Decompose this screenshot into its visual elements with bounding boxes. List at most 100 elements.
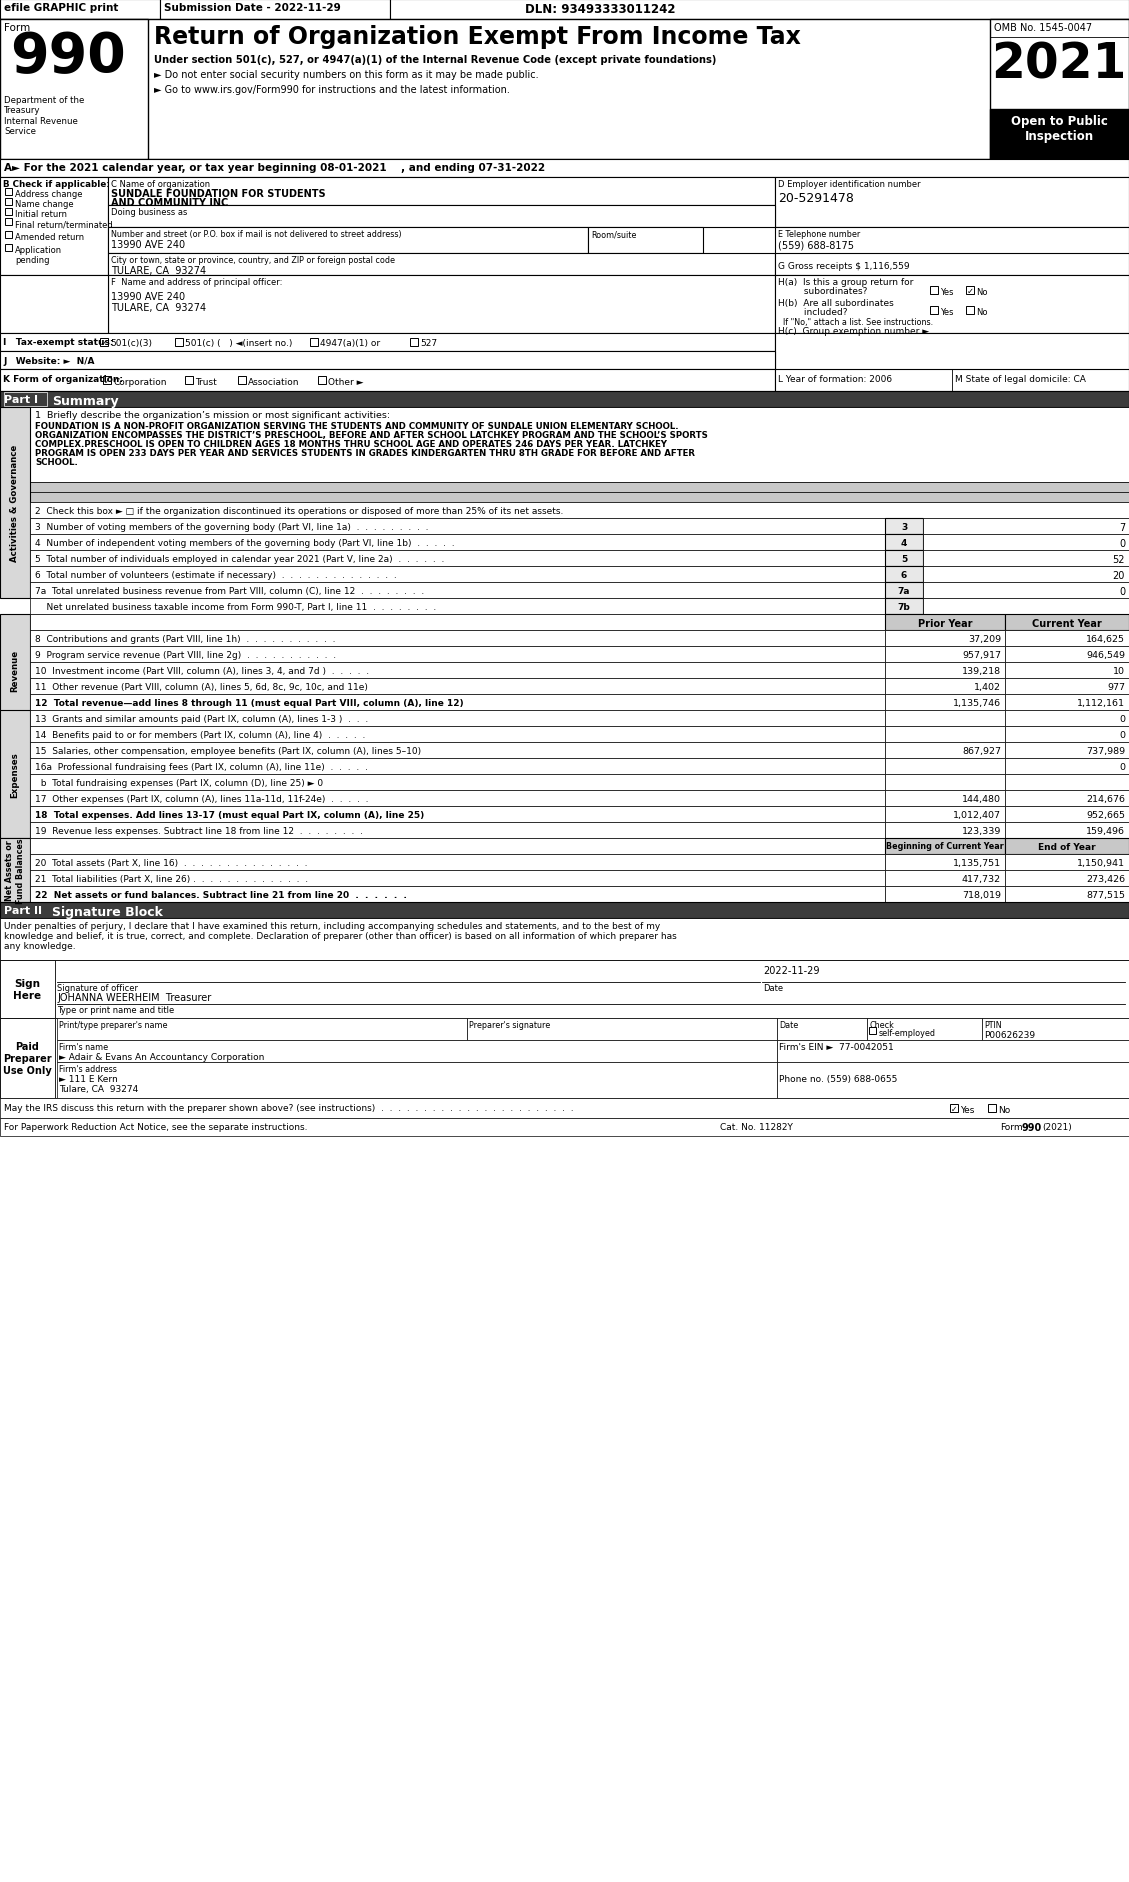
- Bar: [924, 551, 1129, 566]
- Text: 1,135,751: 1,135,751: [953, 858, 1001, 868]
- Text: City or town, state or province, country, and ZIP or foreign postal code: City or town, state or province, country…: [111, 256, 395, 265]
- Bar: [5, 209, 12, 216]
- Text: 0: 0: [1119, 587, 1124, 597]
- Text: Form: Form: [1000, 1122, 1023, 1131]
- Bar: [0, 352, 774, 369]
- Text: 1,112,161: 1,112,161: [1077, 698, 1124, 708]
- Text: 15  Salaries, other compensation, employee benefits (Part IX, column (A), lines : 15 Salaries, other compensation, employe…: [35, 747, 421, 755]
- Text: Preparer's signature: Preparer's signature: [469, 1020, 550, 1029]
- Text: AND COMMUNITY INC: AND COMMUNITY INC: [111, 198, 228, 207]
- Bar: [1005, 807, 1129, 822]
- Text: 5: 5: [901, 555, 907, 565]
- Bar: [774, 228, 1129, 277]
- Bar: [990, 109, 1129, 160]
- Text: 214,676: 214,676: [1086, 794, 1124, 804]
- Text: Paid
Preparer
Use Only: Paid Preparer Use Only: [2, 1043, 52, 1075]
- Bar: [30, 711, 885, 726]
- Bar: [5, 218, 12, 226]
- Text: (2021): (2021): [1042, 1122, 1071, 1131]
- Text: Date: Date: [779, 1020, 798, 1029]
- Text: 13990 AVE 240: 13990 AVE 240: [111, 292, 185, 301]
- Bar: [30, 647, 885, 662]
- Text: 1,012,407: 1,012,407: [953, 811, 1001, 819]
- Text: 417,732: 417,732: [962, 875, 1001, 883]
- Bar: [0, 0, 160, 21]
- Bar: [990, 21, 1129, 160]
- Text: Print/type preparer's name: Print/type preparer's name: [59, 1020, 167, 1029]
- Bar: [949, 1105, 959, 1112]
- Bar: [30, 822, 885, 839]
- Text: 37,209: 37,209: [968, 634, 1001, 644]
- Text: J   Website: ►  N/A: J Website: ► N/A: [3, 358, 95, 365]
- Text: End of Year: End of Year: [1039, 843, 1096, 851]
- Text: Net unrelated business taxable income from Form 990-T, Part I, line 11  .  .  . : Net unrelated business taxable income fr…: [35, 602, 436, 612]
- Text: E Telephone number: E Telephone number: [778, 230, 860, 239]
- Text: ✓: ✓: [966, 286, 973, 295]
- Bar: [1005, 854, 1129, 871]
- Text: 4  Number of independent voting members of the governing body (Part VI, line 1b): 4 Number of independent voting members o…: [35, 538, 455, 548]
- Text: 2021: 2021: [991, 40, 1127, 88]
- Text: 0: 0: [1119, 715, 1124, 723]
- Text: 3  Number of voting members of the governing body (Part VI, line 1a)  .  .  .  .: 3 Number of voting members of the govern…: [35, 523, 429, 533]
- Bar: [867, 1018, 982, 1041]
- Text: Doing business as: Doing business as: [111, 207, 187, 216]
- Text: 1,135,746: 1,135,746: [953, 698, 1001, 708]
- Text: 273,426: 273,426: [1086, 875, 1124, 883]
- Text: Date: Date: [763, 984, 784, 992]
- Text: 0: 0: [1119, 730, 1124, 740]
- Text: 977: 977: [1108, 683, 1124, 691]
- Text: 2022-11-29: 2022-11-29: [763, 965, 820, 975]
- Bar: [1005, 871, 1129, 886]
- Bar: [0, 711, 30, 839]
- Bar: [0, 1018, 1129, 1099]
- Text: 12  Total revenue—add lines 8 through 11 (must equal Part VIII, column (A), line: 12 Total revenue—add lines 8 through 11 …: [35, 698, 464, 708]
- Text: 19  Revenue less expenses. Subtract line 18 from line 12  .  .  .  .  .  .  .  .: 19 Revenue less expenses. Subtract line …: [35, 826, 364, 836]
- Text: 1  Briefly describe the organization’s mission or most significant activities:: 1 Briefly describe the organization’s mi…: [35, 410, 391, 420]
- Text: knowledge and belief, it is true, correct, and complete. Declaration of preparer: knowledge and belief, it is true, correc…: [5, 932, 676, 941]
- Bar: [885, 871, 1005, 886]
- Bar: [1005, 822, 1129, 839]
- Bar: [0, 369, 774, 391]
- Bar: [885, 775, 1005, 790]
- Bar: [0, 903, 1129, 918]
- Text: 7: 7: [1119, 523, 1124, 533]
- Bar: [56, 1041, 777, 1063]
- Bar: [588, 228, 703, 254]
- Text: Submission Date - 2022-11-29: Submission Date - 2022-11-29: [164, 4, 341, 13]
- Text: 17  Other expenses (Part IX, column (A), lines 11a-11d, 11f-24e)  .  .  .  .  .: 17 Other expenses (Part IX, column (A), …: [35, 794, 368, 804]
- Text: Phone no. (559) 688-0655: Phone no. (559) 688-0655: [779, 1075, 898, 1084]
- Bar: [30, 630, 885, 647]
- Bar: [108, 228, 588, 254]
- Bar: [0, 960, 1129, 1018]
- Bar: [5, 188, 12, 196]
- Text: 4947(a)(1) or: 4947(a)(1) or: [320, 339, 380, 348]
- Bar: [0, 960, 55, 1018]
- Text: ► Adair & Evans An Accountancy Corporation: ► Adair & Evans An Accountancy Corporati…: [59, 1052, 264, 1061]
- Bar: [777, 1063, 1129, 1099]
- Bar: [774, 254, 1129, 277]
- Text: 0: 0: [1119, 538, 1124, 550]
- Bar: [924, 519, 1129, 534]
- Text: K Form of organization:: K Form of organization:: [3, 375, 123, 384]
- Text: 737,989: 737,989: [1086, 747, 1124, 755]
- Text: No: No: [975, 288, 988, 297]
- Bar: [885, 598, 924, 615]
- Text: 718,019: 718,019: [962, 890, 1001, 900]
- Bar: [774, 179, 1129, 228]
- Bar: [777, 1018, 867, 1041]
- Bar: [885, 662, 1005, 679]
- Text: Application
pending: Application pending: [15, 247, 62, 265]
- Text: Association: Association: [248, 378, 299, 388]
- Text: 867,927: 867,927: [962, 747, 1001, 755]
- Text: Type or print name and title: Type or print name and title: [56, 1005, 174, 1014]
- Text: 10: 10: [1113, 666, 1124, 676]
- Text: Sign
Here: Sign Here: [12, 979, 41, 999]
- Bar: [30, 886, 885, 903]
- Text: 123,339: 123,339: [962, 826, 1001, 836]
- Text: Activities & Governance: Activities & Governance: [10, 444, 19, 563]
- Text: Name change: Name change: [15, 199, 73, 209]
- Text: SUNDALE FOUNDATION FOR STUDENTS: SUNDALE FOUNDATION FOR STUDENTS: [111, 188, 325, 199]
- Text: H(b)  Are all subordinates: H(b) Are all subordinates: [778, 299, 894, 309]
- Bar: [924, 598, 1129, 615]
- Text: Form: Form: [5, 23, 30, 34]
